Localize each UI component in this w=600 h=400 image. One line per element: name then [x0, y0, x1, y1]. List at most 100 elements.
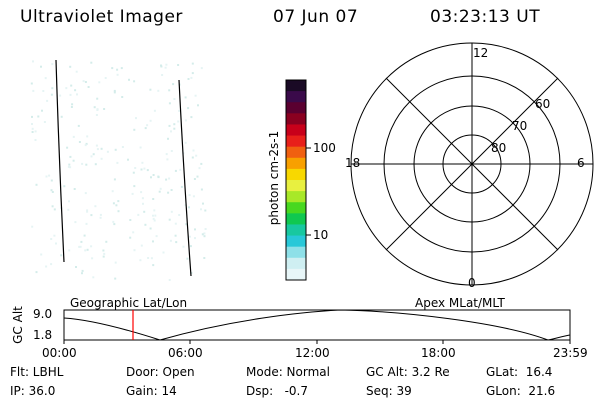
image-speckle — [141, 161, 144, 164]
mode-info: Mode: Normal — [246, 365, 330, 379]
image-speckle — [43, 121, 46, 123]
image-speckle — [102, 249, 105, 252]
image-speckle — [197, 104, 199, 107]
colorbar-segment — [286, 235, 306, 248]
image-speckle — [168, 177, 171, 180]
image-speckle — [86, 135, 89, 138]
image-speckle — [50, 93, 53, 96]
image-speckle — [84, 144, 87, 147]
image-speckle — [73, 188, 76, 190]
image-speckle — [152, 174, 155, 176]
image-speckle — [67, 165, 70, 168]
image-speckle — [84, 249, 87, 252]
x-tick-0600: 06:00 — [168, 346, 203, 360]
image-speckle — [180, 185, 183, 188]
image-speckle — [113, 89, 116, 92]
image-speckle — [168, 279, 171, 281]
image-speckle — [193, 178, 196, 180]
image-speckle — [35, 271, 38, 274]
image-speckle — [69, 155, 72, 158]
mlt-label-12: 12 — [473, 46, 489, 60]
colorbar-segment — [286, 246, 306, 259]
colorbar-segment — [286, 102, 306, 114]
image-speckle — [144, 127, 147, 130]
image-speckle — [87, 86, 90, 88]
gain-info: Gain: 14 — [126, 384, 177, 398]
altitude-curve — [63, 309, 571, 341]
image-speckle — [172, 83, 175, 86]
filter-info: Flt: LBHL — [10, 365, 64, 379]
colorbar-segment — [286, 224, 306, 237]
mlt-label-0: 0 — [468, 276, 476, 290]
image-speckle — [81, 162, 84, 165]
image-speckle — [32, 60, 34, 63]
image-speckle — [66, 146, 69, 149]
image-speckle — [170, 210, 173, 213]
image-speckle — [170, 150, 173, 152]
uv-image-speckles — [30, 60, 207, 281]
image-speckle — [169, 239, 172, 242]
image-speckle — [53, 234, 56, 237]
colorbar-segment — [286, 213, 306, 225]
image-speckle — [157, 176, 160, 179]
image-speckle — [194, 237, 196, 240]
image-speckle — [74, 89, 77, 92]
image-speckle — [161, 74, 164, 76]
x-tick-1800: 18:00 — [421, 346, 456, 360]
image-speckle — [139, 259, 142, 262]
image-speckle — [170, 130, 172, 133]
image-speckle — [188, 206, 190, 209]
image-speckle — [94, 205, 97, 208]
image-speckle — [134, 167, 137, 169]
image-speckle — [95, 144, 98, 147]
image-speckle — [103, 108, 106, 110]
image-speckle — [69, 65, 72, 68]
image-speckle — [185, 223, 188, 226]
image-speckle — [81, 272, 83, 275]
image-speckle — [84, 192, 87, 195]
door-info: Door: Open — [126, 365, 195, 379]
image-speckle — [68, 200, 70, 203]
image-speckle — [96, 109, 99, 111]
image-speckle — [165, 178, 168, 181]
image-speckle — [128, 78, 130, 81]
image-speckle — [194, 228, 196, 231]
image-speckle — [157, 89, 160, 92]
image-speckle — [142, 202, 144, 205]
image-speckle — [170, 189, 173, 191]
image-speckle — [202, 202, 204, 205]
image-speckle — [50, 238, 53, 240]
image-speckle — [189, 245, 192, 248]
mlat-label-80: 80 — [491, 141, 507, 155]
image-speckle — [90, 245, 93, 248]
image-speckle — [187, 78, 190, 80]
image-speckle — [69, 166, 72, 169]
image-speckle — [41, 109, 43, 112]
image-speckle — [149, 88, 152, 91]
image-speckle — [104, 77, 107, 79]
colorbar-tick-label-10: 10 — [313, 228, 329, 242]
colorbar-segment — [286, 80, 306, 92]
image-speckle — [191, 62, 194, 65]
image-speckle — [86, 248, 89, 251]
image-speckle — [93, 106, 96, 109]
y-tick-9: 9.0 — [33, 307, 53, 321]
image-speckle — [179, 168, 182, 171]
image-speckle — [45, 265, 48, 268]
image-speckle — [98, 81, 101, 84]
image-speckle — [120, 67, 123, 70]
image-speckle — [103, 252, 106, 255]
image-speckle — [147, 257, 150, 259]
image-speckle — [150, 176, 152, 179]
y-tick-1-8: 1.8 — [33, 328, 53, 342]
image-speckle — [143, 167, 146, 170]
image-speckle — [150, 257, 153, 260]
image-speckle — [133, 249, 136, 252]
image-speckle — [194, 94, 197, 97]
colorbar-segment — [286, 157, 306, 170]
image-speckle — [111, 190, 114, 193]
image-speckle — [175, 241, 178, 244]
image-speckle — [105, 240, 108, 243]
image-speckle — [121, 146, 124, 148]
image-speckle — [153, 109, 156, 112]
